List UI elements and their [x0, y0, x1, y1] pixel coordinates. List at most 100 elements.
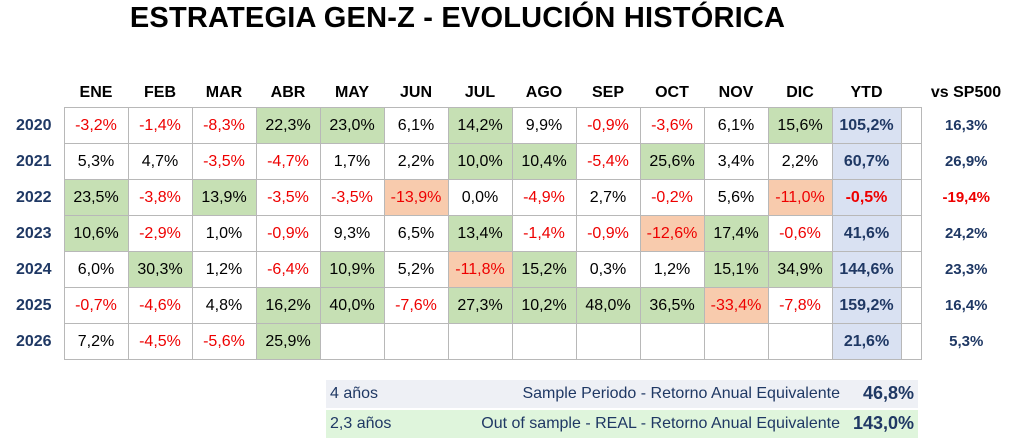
gap-cell	[900, 215, 922, 252]
month-return-cell: 5,6%	[703, 179, 769, 216]
month-return-cell: 25,6%	[639, 143, 705, 180]
ytd-cell: -0,5%	[831, 179, 902, 216]
vs-sp500-header: vs SP500	[930, 84, 1002, 102]
month-header: JUN	[399, 84, 432, 101]
month-return-cell: 4,7%	[127, 143, 193, 180]
month-return-cell: 23,0%	[319, 107, 385, 144]
month-return-cell: 4,8%	[191, 287, 257, 324]
month-return-cell	[447, 323, 513, 360]
month-return-cell: -5,6%	[191, 323, 257, 360]
month-return-cell: 14,2%	[447, 107, 513, 144]
month-return-cell: 10,0%	[447, 143, 513, 180]
month-return-cell: 22,3%	[255, 107, 321, 144]
month-return-cell: 9,3%	[319, 215, 385, 252]
summary-value: 143,0%	[852, 413, 914, 433]
month-return-cell: 1,2%	[191, 251, 257, 288]
month-header: ABR	[270, 84, 306, 101]
table-row: 2024 6,0% 30,3% 1,2% -6,4% 10,9% 5,2% -11,8% 15,…	[4, 251, 1011, 288]
vs-sp500-cell: 16,3%	[944, 117, 988, 134]
month-return-cell: 10,6%	[63, 215, 129, 252]
page-title: ESTRATEGIA GEN-Z - EVOLUCIÓN HISTÓRICA	[129, 2, 786, 34]
month-return-cell: -11,8%	[447, 251, 513, 288]
gap-cell	[901, 79, 921, 108]
returns-table: ENE FEB MAR ABR MAY JUN JUL AGO SEP OCT …	[4, 79, 1011, 360]
month-return-cell: -13,9%	[383, 179, 449, 216]
year-label: 2026	[15, 332, 52, 350]
month-return-cell: 7,2%	[63, 323, 129, 360]
summary-out-of-sample: 2,3 años Out of sample - REAL - Retorno …	[326, 410, 918, 438]
summary-label: Out of sample - REAL - Retorno Anual Equ…	[481, 415, 840, 432]
table-row: 2023 10,6% -2,9% 1,0% -0,9% 9,3% 6,5% 13,4% -1,4…	[4, 215, 1011, 252]
month-return-cell: 25,9%	[255, 323, 321, 360]
ytd-cell: 105,2%	[831, 107, 902, 144]
month-header: ENE	[79, 84, 113, 101]
month-return-cell: -4,5%	[127, 323, 193, 360]
month-return-cell: 15,6%	[767, 107, 833, 144]
month-return-cell: -4,7%	[255, 143, 321, 180]
summary-years: 2,3 años	[330, 415, 392, 432]
month-return-cell: 16,2%	[255, 287, 321, 324]
month-return-cell: 1,7%	[319, 143, 385, 180]
month-return-cell: -3,8%	[127, 179, 193, 216]
month-return-cell: 2,2%	[383, 143, 449, 180]
gap-cell	[900, 179, 922, 216]
month-return-cell: 5,3%	[63, 143, 129, 180]
vs-sp500-cell: 23,3%	[944, 261, 988, 278]
table-row: 2025 -0,7% -4,6% 4,8% 16,2% 40,0% -7,6% 27,3% 10…	[4, 287, 1011, 324]
month-header: JUL	[464, 84, 496, 101]
vs-sp500-cell: 26,9%	[944, 153, 988, 170]
table-row: 2022 23,5% -3,8% 13,9% -3,5% -3,5% -13,9% 0,0% -…	[4, 179, 1011, 216]
month-return-cell	[703, 323, 769, 360]
vs-sp500-cell: 5,3%	[949, 333, 984, 350]
ytd-cell: 21,6%	[831, 323, 902, 360]
month-return-cell: -0,9%	[255, 215, 321, 252]
month-return-cell: 36,5%	[639, 287, 705, 324]
month-return-cell	[639, 323, 705, 360]
month-return-cell: -0,7%	[63, 287, 129, 324]
month-return-cell: -11,0%	[767, 179, 833, 216]
month-return-cell: -3,5%	[255, 179, 321, 216]
month-header: AGO	[525, 84, 563, 101]
year-label: 2023	[15, 224, 52, 242]
month-header: SEP	[591, 84, 624, 101]
month-return-cell: 23,5%	[63, 179, 129, 216]
month-return-cell: 15,2%	[511, 251, 577, 288]
month-header: DIC	[786, 84, 814, 101]
month-return-cell: 0,0%	[447, 179, 513, 216]
month-return-cell: -3,2%	[63, 107, 129, 144]
year-label: 2021	[15, 152, 52, 170]
corner-cell	[4, 79, 64, 108]
month-return-cell: -6,4%	[255, 251, 321, 288]
month-header: MAY	[334, 84, 370, 101]
year-label: 2022	[15, 188, 52, 206]
gap-cell	[900, 287, 922, 324]
month-header: FEB	[144, 84, 176, 101]
table-row: 2021 5,3% 4,7% -3,5% -4,7% 1,7% 2,2% 10,0% 10,4%…	[4, 143, 1011, 180]
month-return-cell: 40,0%	[319, 287, 385, 324]
month-return-cell: -33,4%	[703, 287, 769, 324]
ytd-cell: 41,6%	[831, 215, 902, 252]
month-return-cell: 6,1%	[383, 107, 449, 144]
month-header: NOV	[718, 84, 754, 101]
month-return-cell: -4,6%	[127, 287, 193, 324]
gap-cell	[900, 251, 922, 288]
month-return-cell: -8,3%	[191, 107, 257, 144]
month-return-cell: 34,9%	[767, 251, 833, 288]
month-return-cell: 3,4%	[703, 143, 769, 180]
month-return-cell: 1,0%	[191, 215, 257, 252]
vs-sp500-cell: -19,4%	[942, 189, 991, 206]
month-return-cell: 2,2%	[767, 143, 833, 180]
year-label: 2020	[15, 116, 52, 134]
month-return-cell	[767, 323, 833, 360]
month-return-cell	[575, 323, 641, 360]
month-return-cell: 15,1%	[703, 251, 769, 288]
month-return-cell: -12,6%	[639, 215, 705, 252]
ytd-cell: 60,7%	[831, 143, 902, 180]
year-label: 2024	[15, 260, 52, 278]
month-return-cell: -4,9%	[511, 179, 577, 216]
month-return-cell: -2,9%	[127, 215, 193, 252]
ytd-cell: 144,6%	[831, 251, 902, 288]
year-label: 2025	[15, 296, 52, 314]
month-return-cell: 13,4%	[447, 215, 513, 252]
summary-sample: 4 años Sample Periodo - Retorno Anual Eq…	[326, 380, 918, 408]
